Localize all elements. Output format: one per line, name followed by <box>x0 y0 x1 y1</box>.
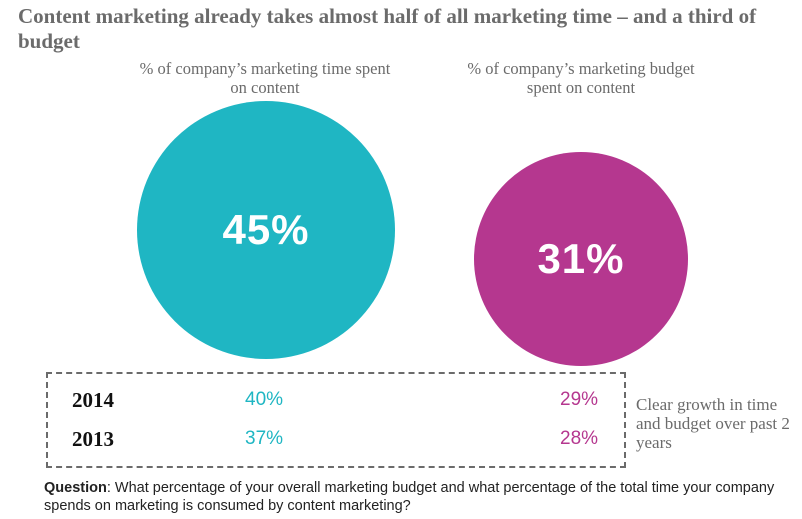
history-row-2014: 2014 40% 29% <box>48 388 624 418</box>
chart-title: Content marketing already takes almost h… <box>18 4 757 53</box>
history-time-2014: 40% <box>245 389 284 410</box>
history-table: 2014 40% 29% 2013 37% 28% <box>46 372 626 468</box>
history-time-2013: 37% <box>245 428 284 449</box>
question-label: Question <box>44 480 107 496</box>
time-metric-label: % of company’s marketing time spent on c… <box>139 59 391 97</box>
history-row-2013: 2013 37% 28% <box>48 427 624 457</box>
question-text: : What percentage of your overall market… <box>44 480 775 514</box>
survey-question: Question: What percentage of your overal… <box>44 479 794 515</box>
history-year-2014: 2014 <box>72 388 114 412</box>
budget-bubble: 31% <box>473 151 689 367</box>
budget-metric-label: % of company’s marketing budget spent on… <box>467 59 695 97</box>
history-budget-2014: 29% <box>560 389 599 410</box>
growth-annotation: Clear growth in time and budget over pas… <box>636 395 790 452</box>
history-year-2013: 2013 <box>72 427 114 451</box>
budget-bubble-value: 31% <box>537 234 625 282</box>
time-bubble-value: 45% <box>222 206 310 253</box>
history-budget-2013: 28% <box>560 428 599 449</box>
time-bubble: 45% <box>137 101 395 359</box>
